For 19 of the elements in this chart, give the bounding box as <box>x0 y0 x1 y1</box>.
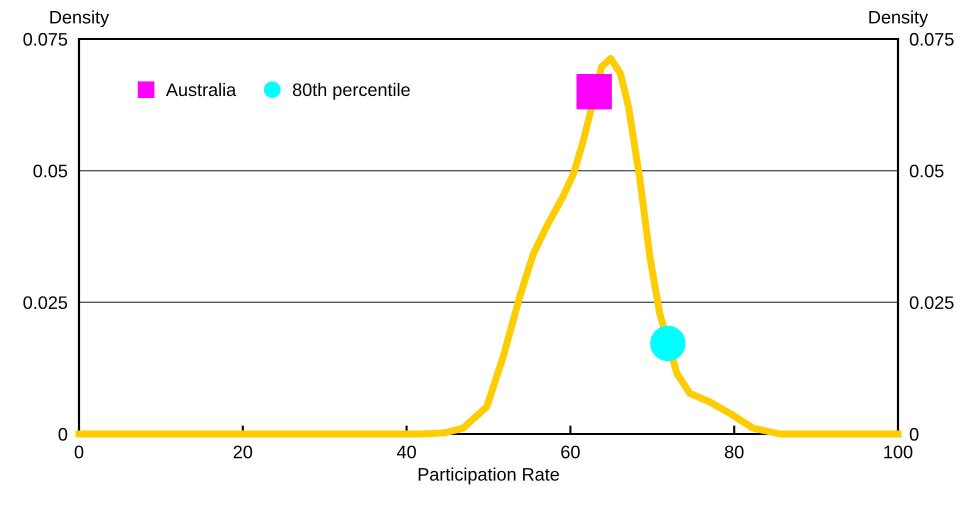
y2-tick-label: 0 <box>910 428 918 441</box>
y2-tick-label: 0.025 <box>910 296 954 310</box>
y-tick-label: 0.075 <box>23 32 68 46</box>
y2-tick-label: 0.05 <box>910 164 944 178</box>
y-axis-title: Density <box>50 10 110 28</box>
y-tick-label: 0 <box>58 428 68 441</box>
x-tick-label: 20 <box>234 446 252 458</box>
y-tick-label: 0.025 <box>23 296 68 310</box>
y2-axis-title: Density <box>869 10 928 28</box>
x-tick-label: 80 <box>724 446 744 458</box>
y2-tick-label: 0.075 <box>910 32 954 46</box>
x-axis-title: Participation Rate <box>418 468 559 484</box>
y-tick-label: 0.05 <box>33 164 68 178</box>
x-tick-label: 100 <box>884 446 912 458</box>
legend-label: Australia <box>166 82 236 96</box>
x-tick-label: 60 <box>561 446 580 458</box>
x-tick-label: 0 <box>74 446 84 458</box>
legend-label: 80th percentile <box>292 82 410 100</box>
x-tick-label: 40 <box>396 446 416 458</box>
